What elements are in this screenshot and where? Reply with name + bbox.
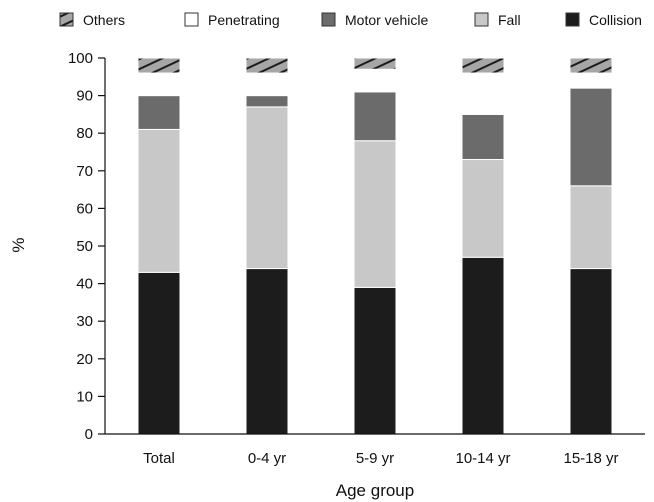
bar-segment-penetrating-total xyxy=(137,72,181,97)
bar-segment-collision-total xyxy=(137,271,181,435)
bar-segment-penetrating-15-18-yr xyxy=(569,72,613,89)
legend-item-fall: Fall xyxy=(474,12,521,28)
y-axis-title: % xyxy=(9,237,28,252)
bar-segment-others-0-4-yr xyxy=(245,57,289,74)
legend: Others Penetrating Motor vehicle Fall Collis… xyxy=(59,12,642,28)
x-axis-title: Age group xyxy=(336,481,414,500)
y-tick-label: 80 xyxy=(76,125,93,142)
bar-segment-fall-5-9-yr xyxy=(353,140,397,288)
legend-item-collision: Collision xyxy=(565,12,642,28)
y-tick-label: 40 xyxy=(76,276,93,293)
bar-segment-motor-vehicle-total xyxy=(137,95,181,130)
bar-segment-fall-0-4-yr xyxy=(245,106,289,270)
bar-segment-penetrating-5-9-yr xyxy=(353,68,397,93)
bar-segment-collision-10-14-yr xyxy=(461,256,505,435)
bar-segment-others-15-18-yr xyxy=(569,57,613,74)
y-axis: 0 10 20 30 40 50 60 70 80 90 100 xyxy=(68,50,106,443)
legend-item-others: Others xyxy=(59,12,125,28)
bar-segment-others-10-14-yr xyxy=(461,57,505,74)
bar-segment-others-5-9-yr xyxy=(353,57,397,70)
x-category-label: 5-9 yr xyxy=(356,450,394,467)
bar-segment-collision-5-9-yr xyxy=(353,286,397,435)
y-tick-label: 90 xyxy=(76,88,93,105)
bar-segment-fall-total xyxy=(137,128,181,273)
x-category-label: Total xyxy=(143,450,175,467)
y-tick-label: 10 xyxy=(76,388,93,405)
bar-segment-motor-vehicle-5-9-yr xyxy=(353,91,397,142)
bar-segment-penetrating-0-4-yr xyxy=(245,72,289,97)
bar-segment-motor-vehicle-15-18-yr xyxy=(569,87,613,187)
bar-segment-fall-10-14-yr xyxy=(461,159,505,258)
bar-segment-motor-vehicle-0-4-yr xyxy=(245,95,289,108)
x-category-label: 0-4 yr xyxy=(248,450,286,467)
y-tick-label: 70 xyxy=(76,163,93,180)
legend-label-penetrating: Penetrating xyxy=(208,12,280,28)
y-tick-label: 30 xyxy=(76,313,93,330)
y-tick-label: 100 xyxy=(68,50,93,67)
bar-segment-fall-15-18-yr xyxy=(569,185,613,270)
legend-label-fall: Fall xyxy=(498,12,521,28)
bar-segment-others-total xyxy=(137,57,181,74)
legend-swatch-motor-vehicle xyxy=(321,12,336,27)
bars xyxy=(137,57,613,435)
y-tick-label: 0 xyxy=(85,426,93,443)
x-category-label: 10-14 yr xyxy=(455,450,510,467)
legend-item-motor-vehicle: Motor vehicle xyxy=(321,12,428,28)
bar-segment-collision-15-18-yr xyxy=(569,268,613,435)
legend-label-collision: Collision xyxy=(589,12,642,28)
y-tick-label: 50 xyxy=(76,238,93,255)
bar-segment-motor-vehicle-10-14-yr xyxy=(461,113,505,161)
legend-swatch-collision xyxy=(565,12,580,27)
x-category-label: 15-18 yr xyxy=(563,450,618,467)
bar-segment-collision-0-4-yr xyxy=(245,268,289,435)
bar-segment-penetrating-10-14-yr xyxy=(461,72,505,115)
y-tick-label: 20 xyxy=(76,351,93,368)
legend-item-penetrating: Penetrating xyxy=(184,12,280,28)
legend-swatch-penetrating xyxy=(184,12,199,27)
legend-swatch-others xyxy=(59,12,74,27)
legend-swatch-fall xyxy=(474,12,489,27)
x-axis: Total 0-4 yr 5-9 yr 10-14 yr 15-18 yr xyxy=(105,433,645,467)
legend-label-motor-vehicle: Motor vehicle xyxy=(345,12,428,28)
legend-label-others: Others xyxy=(83,12,125,28)
y-tick-label: 60 xyxy=(76,200,93,217)
